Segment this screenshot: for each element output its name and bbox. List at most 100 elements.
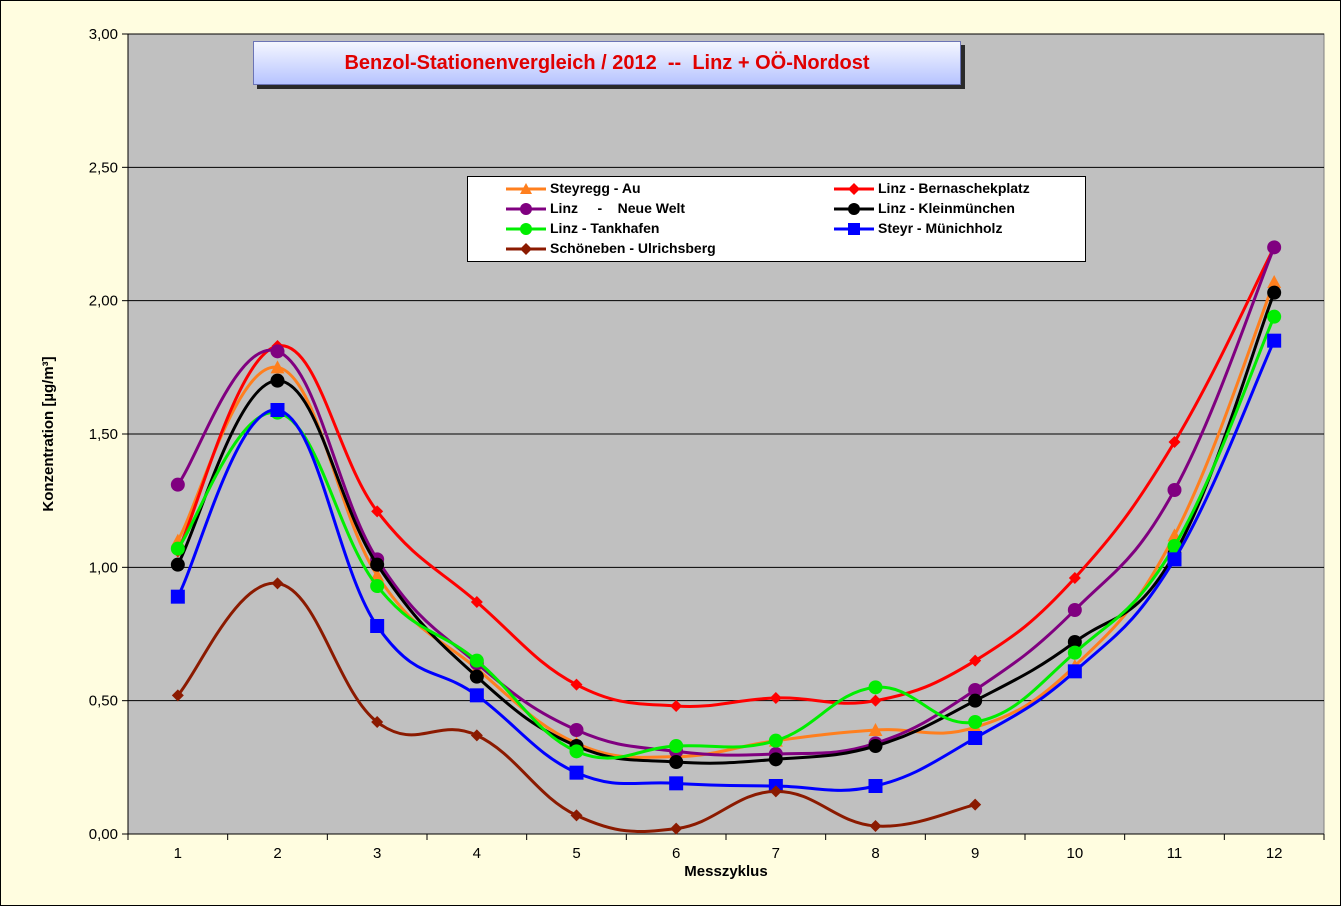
data-point [968, 683, 983, 697]
data-point [469, 688, 484, 703]
data-point [669, 755, 684, 769]
legend-swatch [506, 183, 546, 194]
data-point [769, 692, 782, 704]
data-point [270, 344, 285, 359]
x-axis-title: Messzyklus [684, 863, 767, 880]
legend-swatch [834, 183, 874, 195]
data-point [569, 744, 584, 759]
x-tick-label: 10 [1066, 845, 1083, 862]
y-tick-label: 3,00 [89, 26, 118, 43]
data-point [271, 577, 284, 590]
x-tick-label: 5 [572, 845, 580, 862]
series-3 [170, 240, 1282, 761]
data-point [470, 596, 483, 608]
data-point [170, 589, 185, 604]
data-point [1267, 309, 1282, 324]
x-tick-label: 1 [174, 845, 182, 862]
series-line [176, 316, 1276, 760]
data-point [669, 739, 684, 753]
data-point [868, 723, 883, 736]
data-point [969, 654, 982, 667]
series-5 [170, 309, 1282, 760]
data-point [569, 723, 584, 737]
y-tick-label: 1,50 [89, 426, 118, 443]
data-point [469, 653, 484, 668]
y-tick-label: 0,50 [89, 693, 118, 710]
legend-swatch [834, 223, 874, 235]
x-tick-label: 4 [473, 845, 481, 862]
y-tick-label: 2,50 [89, 159, 118, 176]
series-line [176, 246, 1276, 708]
legend-swatch [506, 243, 546, 255]
data-point [270, 403, 285, 417]
data-point [371, 505, 384, 518]
data-point [868, 680, 883, 695]
data-point [869, 820, 882, 832]
data-point [968, 693, 983, 708]
data-point [170, 557, 185, 572]
y-tick-label: 0,00 [89, 826, 118, 843]
data-point [868, 739, 883, 753]
legend-label: Steyr - Münichholz [878, 220, 1003, 236]
data-point [670, 700, 683, 712]
legend-label: Schöneben - Ulrichsberg [550, 240, 716, 256]
data-point [370, 619, 385, 633]
y-tick-label: 1,00 [89, 559, 118, 576]
legend-label: Steyregg - Au [550, 180, 641, 196]
data-point [969, 798, 982, 811]
data-point [270, 373, 285, 388]
data-point [1068, 572, 1081, 584]
legend-swatch [834, 203, 874, 215]
data-point [670, 822, 683, 835]
data-point [371, 716, 384, 728]
data-point [1067, 645, 1082, 660]
data-point [270, 360, 285, 374]
x-tick-label: 8 [871, 845, 879, 862]
data-point [1167, 483, 1182, 497]
data-point [768, 752, 783, 767]
legend-swatch [506, 223, 546, 235]
data-point [570, 809, 583, 822]
series-line [176, 581, 976, 833]
data-point [570, 678, 583, 691]
series-line [176, 340, 1276, 792]
data-point [470, 729, 483, 742]
data-point [1267, 333, 1282, 348]
legend-label: Linz - Bernaschekplatz [878, 180, 1030, 196]
series-6 [170, 333, 1282, 793]
data-point [1067, 635, 1082, 649]
data-point [170, 477, 185, 492]
data-point [869, 694, 882, 707]
data-point [769, 785, 782, 798]
series-line [176, 246, 1276, 757]
x-tick-label: 9 [971, 845, 979, 862]
data-point [868, 779, 883, 793]
data-point [171, 689, 184, 702]
x-tick-label: 6 [672, 845, 680, 862]
legend-swatch [506, 203, 546, 215]
x-tick-label: 2 [273, 845, 281, 862]
legend-label: Linz - Neue Welt [550, 200, 686, 216]
data-point [370, 568, 385, 582]
legend-label: Linz - Tankhafen [550, 220, 660, 236]
x-tick-label: 11 [1167, 845, 1183, 862]
data-point [170, 541, 185, 556]
data-point [1167, 552, 1182, 567]
x-tick-label: 12 [1266, 845, 1283, 862]
chart-title: Benzol-Stationenvergleich / 2012 -- Linz… [253, 41, 961, 85]
data-point [1267, 240, 1282, 255]
data-point [968, 715, 983, 729]
data-point [669, 776, 684, 791]
data-point [1168, 436, 1181, 448]
data-point [569, 765, 584, 780]
data-point [968, 731, 983, 745]
data-point [370, 579, 385, 593]
data-point [768, 733, 783, 748]
data-point [370, 557, 385, 572]
x-tick-label: 7 [772, 845, 780, 862]
legend-label: Linz - Kleinmünchen [878, 200, 1015, 216]
data-point [1267, 275, 1282, 288]
data-point [469, 669, 484, 684]
